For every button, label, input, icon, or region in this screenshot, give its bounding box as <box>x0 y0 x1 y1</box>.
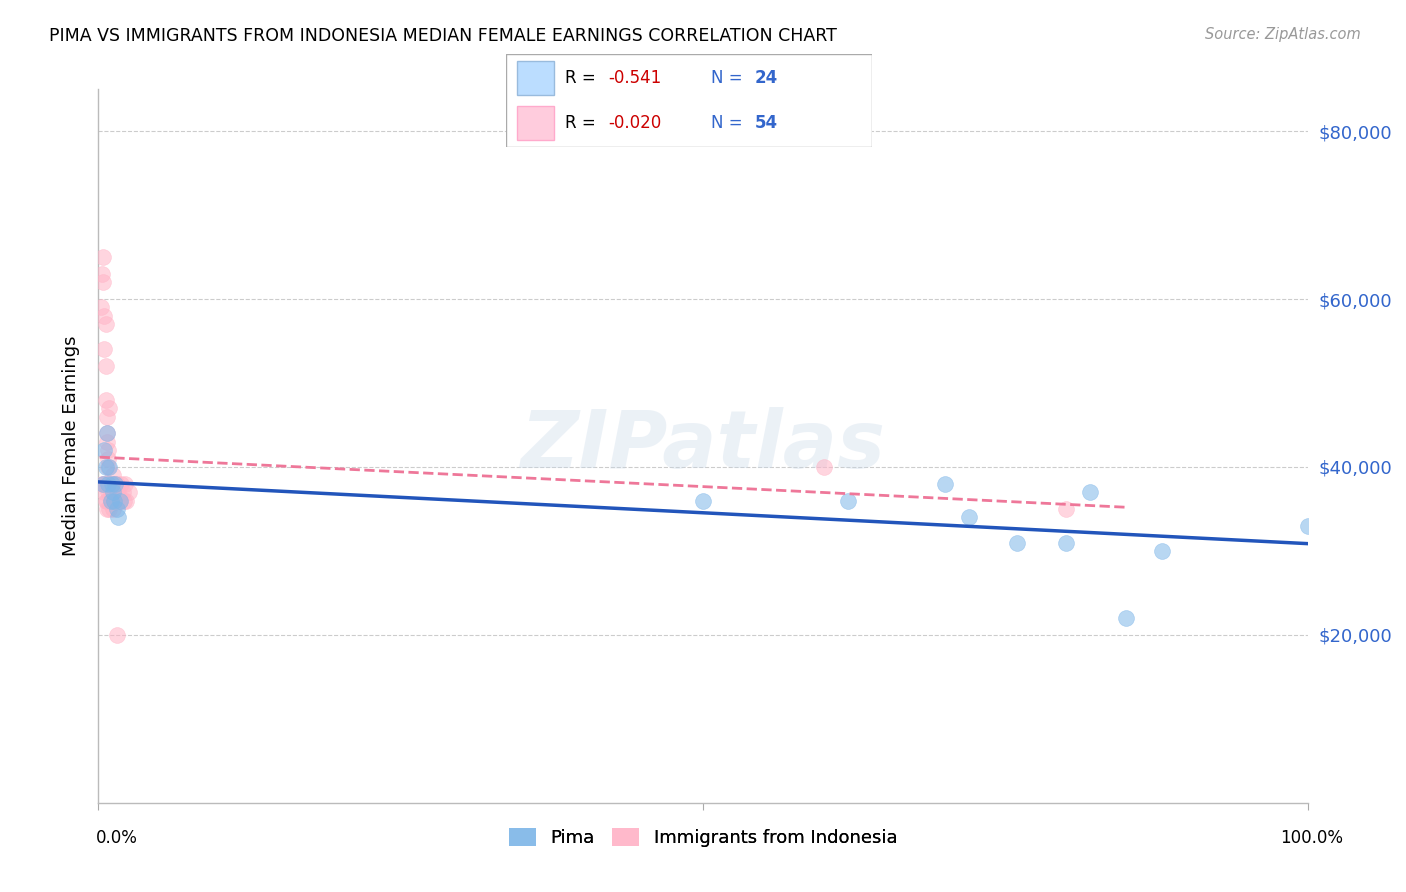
Point <box>103 493 125 508</box>
Text: 100.0%: 100.0% <box>1279 829 1343 847</box>
Text: 24: 24 <box>755 69 778 87</box>
Point <box>101 502 124 516</box>
Point <box>91 476 114 491</box>
Point <box>111 485 134 500</box>
Point <box>96 426 118 441</box>
Point <box>1007 535 1029 549</box>
Point <box>104 476 127 491</box>
Point <box>110 476 132 491</box>
Point <box>100 493 122 508</box>
Text: N =: N = <box>711 69 748 87</box>
Point <box>93 485 115 500</box>
Point <box>94 359 117 374</box>
Point <box>115 493 138 508</box>
Point <box>934 476 956 491</box>
Point <box>91 476 114 491</box>
Y-axis label: Median Female Earnings: Median Female Earnings <box>62 335 80 557</box>
Text: -0.541: -0.541 <box>609 69 662 87</box>
Point <box>93 309 115 323</box>
Point <box>692 493 714 508</box>
Point <box>837 493 859 508</box>
Point <box>103 476 125 491</box>
Point <box>100 476 122 491</box>
Point <box>1054 502 1077 516</box>
Point <box>101 485 124 500</box>
Point <box>1115 611 1137 625</box>
Point <box>97 485 120 500</box>
Point <box>91 275 114 289</box>
Point <box>1152 544 1174 558</box>
Point <box>93 343 115 357</box>
FancyBboxPatch shape <box>517 106 554 140</box>
Text: N =: N = <box>711 114 748 132</box>
Point <box>96 502 118 516</box>
Point <box>104 485 127 500</box>
Point <box>101 468 124 483</box>
Point <box>98 502 121 516</box>
Text: -0.020: -0.020 <box>609 114 662 132</box>
Point <box>112 493 135 508</box>
Point <box>93 443 115 458</box>
Text: R =: R = <box>565 114 600 132</box>
Point <box>108 493 131 508</box>
Point <box>96 493 118 508</box>
Point <box>97 451 120 466</box>
Point <box>1296 518 1319 533</box>
Point <box>96 409 118 424</box>
Text: R =: R = <box>565 69 600 87</box>
Point <box>103 485 125 500</box>
Point <box>108 493 131 508</box>
Point <box>105 476 128 491</box>
Point <box>94 460 117 475</box>
Point <box>96 434 118 449</box>
Point <box>107 510 129 524</box>
FancyBboxPatch shape <box>506 54 872 147</box>
Point <box>97 460 120 475</box>
Text: 54: 54 <box>755 114 778 132</box>
Point <box>114 476 136 491</box>
Point <box>105 628 128 642</box>
Legend: Pima, Immigrants from Indonesia: Pima, Immigrants from Indonesia <box>502 821 904 855</box>
Point <box>100 493 122 508</box>
Point <box>105 485 128 500</box>
Point <box>100 485 122 500</box>
Text: Source: ZipAtlas.com: Source: ZipAtlas.com <box>1205 27 1361 42</box>
Point <box>98 476 121 491</box>
Point <box>100 476 122 491</box>
Point <box>100 476 122 491</box>
Point <box>103 493 125 508</box>
Point <box>105 502 128 516</box>
Point <box>97 443 120 458</box>
Point <box>96 426 118 441</box>
Point <box>97 476 120 491</box>
Point <box>90 301 112 315</box>
Point <box>94 392 117 407</box>
Point <box>108 493 131 508</box>
Text: ZIPatlas: ZIPatlas <box>520 407 886 485</box>
Point <box>100 493 122 508</box>
Point <box>91 267 114 281</box>
Point <box>101 476 124 491</box>
Point <box>98 460 121 475</box>
Text: PIMA VS IMMIGRANTS FROM INDONESIA MEDIAN FEMALE EARNINGS CORRELATION CHART: PIMA VS IMMIGRANTS FROM INDONESIA MEDIAN… <box>49 27 837 45</box>
Point <box>100 485 122 500</box>
Point <box>1078 485 1101 500</box>
Point <box>104 476 127 491</box>
Point <box>118 485 141 500</box>
Point <box>107 485 129 500</box>
Point <box>91 250 114 264</box>
Text: 0.0%: 0.0% <box>96 829 138 847</box>
Point <box>813 460 835 475</box>
Point <box>94 493 117 508</box>
Point <box>1054 535 1077 549</box>
Point <box>91 476 114 491</box>
Point <box>98 401 121 416</box>
Point <box>94 476 117 491</box>
FancyBboxPatch shape <box>517 61 554 95</box>
Point <box>94 318 117 332</box>
Point <box>957 510 980 524</box>
